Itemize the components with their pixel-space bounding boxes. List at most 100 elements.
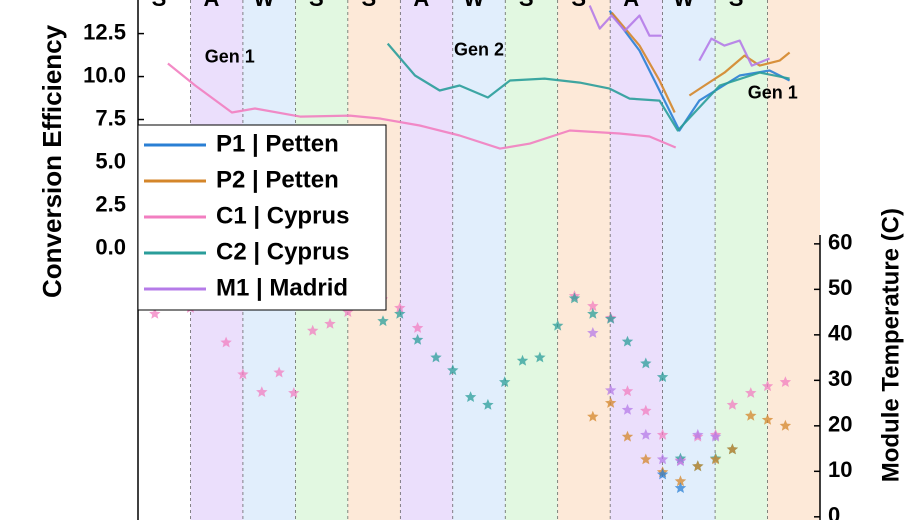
season-label: S bbox=[571, 0, 586, 11]
season-label: S bbox=[519, 0, 534, 11]
temperature-star bbox=[587, 410, 599, 422]
temperature-star bbox=[709, 453, 722, 465]
temperature-star bbox=[709, 430, 722, 442]
season-label: S bbox=[361, 0, 376, 11]
annotation: Gen 1 bbox=[748, 83, 798, 103]
season-label: W bbox=[254, 0, 275, 11]
temperature-star bbox=[377, 315, 389, 327]
temperature-star bbox=[674, 475, 687, 487]
temperature-star bbox=[220, 336, 232, 348]
temperature-star bbox=[447, 364, 459, 376]
y-tick-label: 15.0 bbox=[83, 0, 126, 1]
season-label: S bbox=[729, 0, 744, 11]
temperature-star bbox=[324, 317, 336, 329]
legend-label: P1 | Petten bbox=[216, 130, 339, 157]
efficiency-line bbox=[386, 42, 790, 132]
temperature-star bbox=[430, 351, 442, 363]
temperature-star bbox=[149, 307, 161, 319]
season-label: W bbox=[673, 0, 694, 11]
efficiency-lines: Gen 1 Gen 2 Gen 1 bbox=[167, 5, 798, 150]
y2-tick-label: 10 bbox=[828, 457, 852, 482]
temperature-star bbox=[499, 376, 511, 387]
season-label: A bbox=[623, 0, 639, 11]
temperature-star bbox=[237, 368, 249, 380]
temperature-star bbox=[779, 419, 792, 431]
temperature-star bbox=[621, 335, 634, 347]
temperature-star bbox=[779, 376, 792, 387]
temperature-star bbox=[640, 453, 652, 465]
temperature-star bbox=[464, 391, 477, 402]
temperature-star bbox=[587, 307, 599, 319]
season-label: W bbox=[463, 0, 484, 11]
season-band bbox=[400, 0, 453, 520]
season-band bbox=[557, 0, 611, 520]
y2-tick-label: 20 bbox=[828, 412, 852, 437]
temperature-star bbox=[394, 302, 406, 313]
season-label: A bbox=[413, 0, 429, 11]
temperature-star bbox=[605, 312, 617, 324]
y-tick-label: 10.0 bbox=[83, 62, 126, 87]
temperature-star bbox=[482, 398, 494, 410]
temperature-star bbox=[587, 300, 599, 311]
temperature-star bbox=[726, 443, 739, 455]
legend-label: M1 | Madrid bbox=[216, 274, 348, 301]
temperature-star bbox=[621, 430, 634, 442]
temperature-star bbox=[761, 380, 774, 392]
season-band bbox=[715, 0, 768, 520]
y-tick-label: 2.5 bbox=[95, 191, 126, 216]
temperature-star bbox=[411, 322, 424, 333]
temperature-star bbox=[640, 428, 652, 440]
temperature-star bbox=[761, 413, 774, 425]
y2-tick-label: 60 bbox=[828, 230, 852, 255]
legend-label: C2 | Cyprus bbox=[216, 238, 349, 265]
temperature-star bbox=[516, 354, 529, 366]
temperature-star bbox=[692, 428, 704, 440]
temperature-star bbox=[726, 398, 739, 410]
temperature-star bbox=[568, 292, 581, 304]
temperature-star bbox=[621, 403, 634, 415]
y2-tick-label: 50 bbox=[828, 275, 852, 300]
y2-tick-label: 30 bbox=[828, 366, 852, 391]
efficiency-line bbox=[588, 5, 771, 67]
annotation: Gen 1 bbox=[205, 46, 255, 66]
temperature-star bbox=[674, 482, 687, 493]
y2-tick-label: 0 bbox=[828, 503, 840, 520]
temperature-star bbox=[640, 357, 652, 369]
temperature-star bbox=[656, 371, 669, 382]
temperature-star bbox=[605, 397, 617, 408]
axes: 0.0 2.5 5.0 7.5 10.0 12.5 15.0 Conversion Effic… bbox=[37, 0, 904, 520]
temperature-star bbox=[656, 428, 669, 440]
temperature-star bbox=[552, 319, 564, 331]
temperature-star bbox=[656, 453, 669, 465]
temperature-star bbox=[656, 468, 669, 480]
season-label: A bbox=[204, 0, 220, 11]
temperature-star bbox=[394, 307, 406, 319]
temperature-star bbox=[342, 306, 354, 317]
season-band bbox=[505, 0, 558, 520]
temperature-star bbox=[745, 409, 757, 421]
efficiency-line bbox=[167, 62, 677, 150]
temperature-star bbox=[256, 386, 268, 397]
y-tick-label: 7.5 bbox=[95, 105, 126, 130]
y2-axis-title: Module Temperature (C) bbox=[877, 208, 904, 482]
legend-label: C1 | Cyprus bbox=[216, 202, 349, 229]
temperature-star bbox=[640, 404, 652, 416]
season-label: S bbox=[309, 0, 324, 11]
season-band bbox=[452, 0, 506, 520]
temperature-star bbox=[605, 384, 617, 396]
season-label: S bbox=[152, 0, 167, 11]
y-tick-label: 12.5 bbox=[83, 19, 126, 44]
legend: P1 | Petten P2 | Petten C1 | Cyprus C2 | Cy… bbox=[137, 124, 387, 311]
season-band bbox=[610, 0, 663, 520]
temperature-star bbox=[307, 324, 319, 336]
temperature-points bbox=[149, 290, 792, 493]
temperature-star bbox=[692, 460, 704, 472]
temperature-star bbox=[534, 351, 546, 363]
annotation: Gen 2 bbox=[454, 40, 504, 60]
temperature-star bbox=[621, 385, 634, 397]
y-tick-label: 0.0 bbox=[95, 234, 126, 259]
temperature-star bbox=[411, 333, 424, 345]
legend-label: P2 | Petten bbox=[216, 166, 339, 193]
efficiency-line bbox=[608, 9, 791, 132]
temperature-star bbox=[288, 387, 300, 398]
